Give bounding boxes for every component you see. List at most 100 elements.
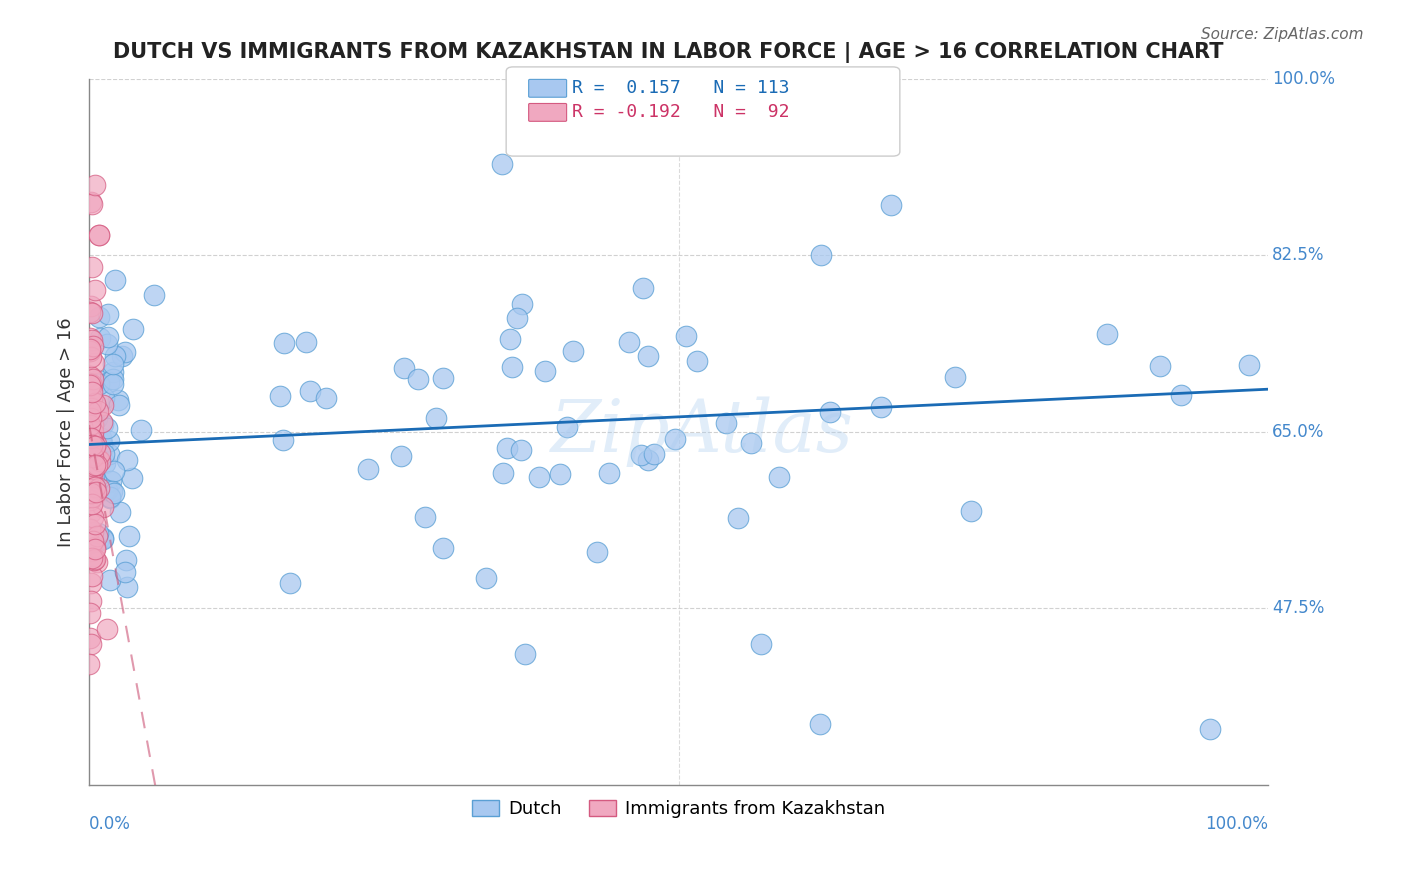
Immigrants from Kazakhstan (82, 260, 104, 274)
Immigrants from Kazakhstan (83, 489, 105, 503)
Dutch (98, 574, 121, 588)
Dutch (533, 364, 555, 378)
Dutch (98, 375, 121, 389)
Immigrants from Kazakhstan (79, 343, 101, 358)
Immigrants from Kazakhstan (86, 404, 108, 418)
Text: 0.0%: 0.0% (89, 815, 131, 833)
Dutch (675, 329, 697, 343)
Dutch (89, 435, 111, 450)
Dutch (269, 389, 291, 403)
Immigrants from Kazakhstan (80, 505, 103, 519)
Immigrants from Kazakhstan (91, 416, 114, 430)
Immigrants from Kazakhstan (79, 442, 101, 457)
Immigrants from Kazakhstan (89, 454, 111, 468)
Dutch (664, 432, 686, 446)
Immigrants from Kazakhstan (79, 377, 101, 392)
Dutch (87, 377, 110, 392)
Immigrants from Kazakhstan (79, 342, 101, 356)
Dutch (425, 411, 447, 425)
Immigrants from Kazakhstan (82, 497, 104, 511)
Text: R =  0.157   N = 113: R = 0.157 N = 113 (572, 79, 790, 97)
Dutch (631, 281, 654, 295)
Dutch (97, 307, 120, 321)
Dutch (870, 400, 893, 414)
Dutch (515, 647, 537, 661)
Immigrants from Kazakhstan (83, 552, 105, 566)
Immigrants from Kazakhstan (80, 391, 103, 405)
Immigrants from Kazakhstan (83, 553, 105, 567)
Dutch (100, 474, 122, 488)
Immigrants from Kazakhstan (87, 451, 110, 466)
Immigrants from Kazakhstan (83, 458, 105, 473)
Dutch (82, 439, 104, 453)
Immigrants from Kazakhstan (80, 442, 103, 457)
Immigrants from Kazakhstan (84, 439, 107, 453)
Dutch (1149, 359, 1171, 374)
Dutch (619, 335, 641, 350)
Immigrants from Kazakhstan (79, 392, 101, 407)
Immigrants from Kazakhstan (79, 471, 101, 485)
Dutch (93, 483, 115, 497)
Immigrants from Kazakhstan (87, 481, 110, 495)
Text: 100.0%: 100.0% (1205, 815, 1268, 833)
Immigrants from Kazakhstan (79, 657, 101, 672)
Dutch (83, 468, 105, 483)
Immigrants from Kazakhstan (84, 484, 107, 499)
Immigrants from Kazakhstan (80, 551, 103, 566)
Immigrants from Kazakhstan (80, 401, 103, 415)
Immigrants from Kazakhstan (80, 543, 103, 558)
Dutch (510, 296, 533, 310)
Dutch (408, 371, 430, 385)
Dutch (103, 365, 125, 379)
Dutch (98, 490, 121, 504)
Dutch (271, 433, 294, 447)
Dutch (100, 483, 122, 498)
Immigrants from Kazakhstan (82, 339, 104, 353)
Dutch (491, 466, 513, 480)
Dutch (121, 322, 143, 336)
Dutch (1198, 723, 1220, 737)
Dutch (505, 310, 527, 325)
Dutch (686, 353, 709, 368)
Immigrants from Kazakhstan (82, 509, 104, 524)
Immigrants from Kazakhstan (79, 471, 101, 485)
Immigrants from Kazakhstan (80, 377, 103, 392)
Immigrants from Kazakhstan (79, 305, 101, 319)
Dutch (561, 344, 583, 359)
Immigrants from Kazakhstan (80, 575, 103, 590)
Dutch (103, 486, 125, 500)
Dutch (394, 360, 416, 375)
Dutch (415, 510, 437, 524)
Immigrants from Kazakhstan (96, 622, 118, 636)
Immigrants from Kazakhstan (86, 555, 108, 569)
Dutch (104, 273, 127, 287)
Immigrants from Kazakhstan (82, 432, 104, 446)
Immigrants from Kazakhstan (79, 631, 101, 645)
Dutch (89, 431, 111, 445)
Dutch (943, 369, 966, 384)
Immigrants from Kazakhstan (79, 486, 101, 500)
Dutch (93, 447, 115, 461)
Immigrants from Kazakhstan (82, 429, 104, 443)
Immigrants from Kazakhstan (77, 468, 100, 483)
Immigrants from Kazakhstan (83, 462, 105, 476)
Dutch (82, 409, 104, 423)
Dutch (586, 545, 609, 559)
Immigrants from Kazakhstan (79, 342, 101, 356)
Immigrants from Kazakhstan (83, 356, 105, 370)
Immigrants from Kazakhstan (89, 446, 111, 460)
Immigrants from Kazakhstan (86, 529, 108, 543)
Immigrants from Kazakhstan (79, 404, 101, 418)
Dutch (97, 447, 120, 461)
Dutch (87, 373, 110, 387)
Dutch (96, 421, 118, 435)
Dutch (818, 404, 841, 418)
Immigrants from Kazakhstan (77, 536, 100, 550)
Immigrants from Kazakhstan (79, 606, 101, 620)
Immigrants from Kazakhstan (80, 333, 103, 347)
Immigrants from Kazakhstan (82, 372, 104, 386)
Text: 100.0%: 100.0% (1272, 70, 1336, 87)
Immigrants from Kazakhstan (79, 331, 101, 345)
Immigrants from Kazakhstan (80, 431, 103, 445)
Immigrants from Kazakhstan (82, 418, 104, 433)
